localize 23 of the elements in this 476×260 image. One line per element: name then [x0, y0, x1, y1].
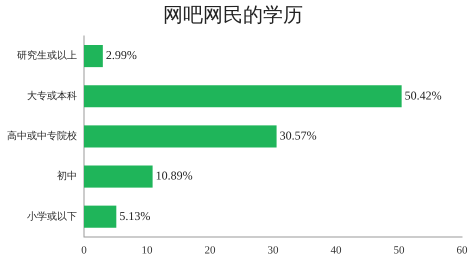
y-tick-label: 高中或中专院校 — [7, 130, 77, 142]
x-tick-label: 40 — [330, 244, 342, 256]
bar — [84, 125, 277, 148]
data-label: 5.13% — [119, 208, 150, 223]
bar — [84, 166, 153, 188]
y-tick-label: 研究生或以上 — [17, 50, 77, 62]
x-tick-label: 0 — [81, 244, 88, 256]
x-tick-label: 60 — [456, 244, 468, 256]
y-tick-label: 小学或以下 — [27, 210, 77, 222]
data-label: 2.99% — [106, 48, 137, 62]
x-tick-label: 10 — [142, 244, 153, 256]
data-label: 10.89% — [156, 168, 193, 183]
x-tick-label: 50 — [394, 244, 405, 256]
bar — [84, 206, 116, 228]
y-tick-label: 大专或本科 — [27, 90, 77, 102]
x-tick-label: 20 — [204, 244, 216, 256]
x-tick-label: 30 — [268, 244, 279, 256]
data-label: 30.57% — [280, 128, 317, 143]
data-label: 50.42% — [404, 88, 442, 102]
chart-title: 网吧网民的学历 — [163, 4, 303, 26]
bar — [84, 85, 402, 108]
y-tick-label: 初中 — [57, 170, 77, 182]
bar — [84, 45, 103, 68]
